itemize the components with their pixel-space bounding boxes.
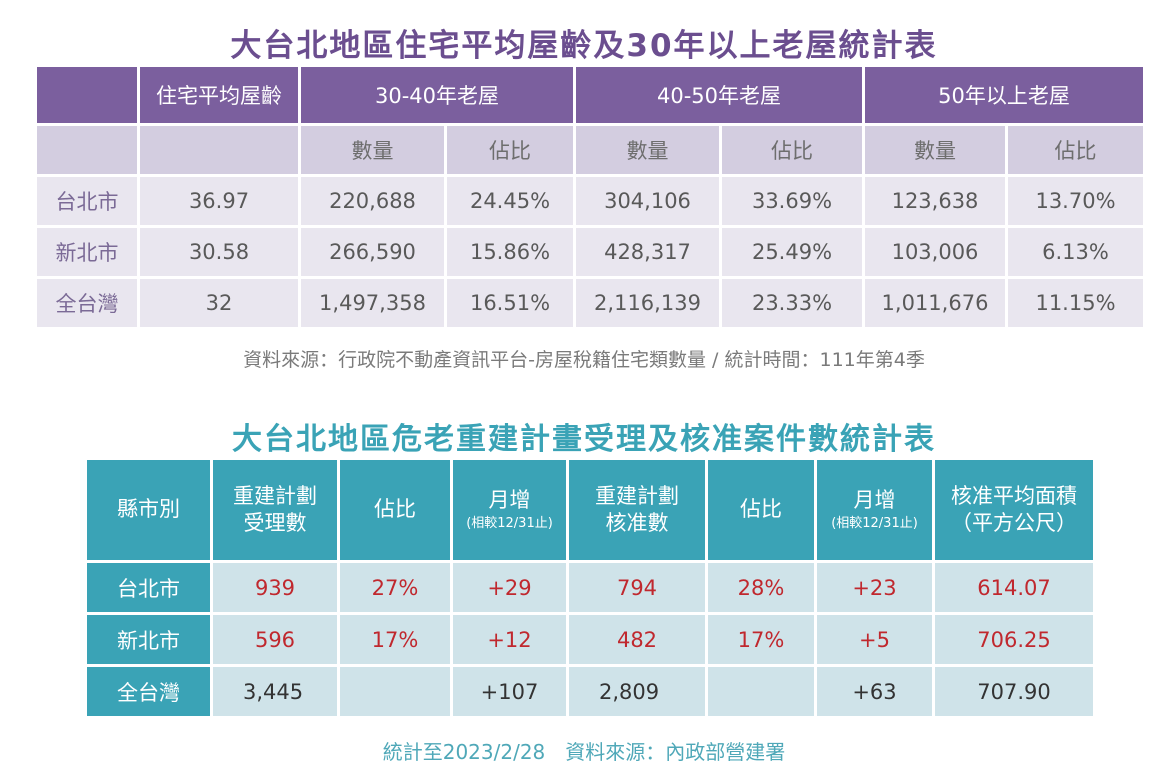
cell-received: 596: [213, 615, 337, 664]
cell-ratio-30-40: 16.51%: [447, 279, 573, 327]
cell-ratio-50-plus: 13.70%: [1008, 177, 1143, 225]
cell-ratio: 17%: [340, 615, 450, 664]
cell-avg-age: 30.58: [140, 228, 298, 276]
cell-count-30-40: 1,497,358: [301, 279, 444, 327]
header-30-40: 30-40年老屋: [301, 67, 573, 123]
cell-ratio: 17%: [708, 615, 814, 664]
header-monthly-line2: (相較12/31止): [466, 516, 553, 532]
header-40-50: 40-50年老屋: [576, 67, 862, 123]
cell-count-40-50: 2,116,139: [576, 279, 719, 327]
table2-title: 大台北地區危老重建計畫受理及核准案件數統計表: [232, 422, 936, 457]
cell-approved: 2,809: [569, 667, 705, 716]
header-avg-age: 住宅平均屋齡: [140, 67, 298, 123]
cell-ratio: 28%: [708, 563, 814, 612]
cell-count-50-plus: 1,011,676: [865, 279, 1005, 327]
table-row: 台北市 36.97 220,688 24.45% 304,106 33.69% …: [37, 177, 1143, 225]
header-50-plus: 50年以上老屋: [865, 67, 1143, 123]
header-monthly-line1: 月增: [488, 487, 531, 512]
table-row: 新北市 30.58 266,590 15.86% 428,317 25.49% …: [37, 228, 1143, 276]
row-city: 新北市: [37, 228, 137, 276]
row-city: 台北市: [87, 563, 210, 612]
subheader-count: 數量: [576, 126, 719, 174]
cell-ratio-40-50: 23.33%: [722, 279, 862, 327]
subheader-ratio: 佔比: [447, 126, 573, 174]
row-city: 全台灣: [37, 279, 137, 327]
table2-header-row: 縣市別 重建計劃 受理數 佔比 月增 (相較12/31止) 重建計劃 核准數 佔…: [87, 460, 1093, 560]
header-received: 重建計劃 受理數: [213, 460, 337, 560]
table-row: 新北市 596 17% +12 482 17% +5 706.25: [87, 615, 1093, 664]
rebuild-plan-table: 縣市別 重建計劃 受理數 佔比 月增 (相較12/31止) 重建計劃 核准數 佔…: [84, 457, 1096, 719]
header-area-line2: （平方公尺）: [951, 511, 1077, 535]
header-approved-line2: 核准數: [605, 511, 669, 535]
subheader-ratio: 佔比: [722, 126, 862, 174]
cell-ratio-30-40: 15.86%: [447, 228, 573, 276]
cell-approved: 482: [569, 615, 705, 664]
cell-area: 707.90: [935, 667, 1093, 716]
subheader-blank: [140, 126, 298, 174]
header-monthly: 月增 (相較12/31止): [453, 460, 566, 560]
table-row: 全台灣 32 1,497,358 16.51% 2,116,139 23.33%…: [37, 279, 1143, 327]
table1-subheader-row: 數量 佔比 數量 佔比 數量 佔比: [37, 126, 1143, 174]
cell-count-40-50: 304,106: [576, 177, 719, 225]
cell-ratio-30-40: 24.45%: [447, 177, 573, 225]
cell-monthly: +29: [453, 563, 566, 612]
header-approved-line1: 重建計劃: [595, 483, 679, 508]
header-received-line1: 重建計劃: [233, 483, 317, 508]
cell-count-30-40: 266,590: [301, 228, 444, 276]
header-area-line1: 核准平均面積: [951, 483, 1077, 508]
house-age-table: 住宅平均屋齡 30-40年老屋 40-50年老屋 50年以上老屋 數量 佔比 數…: [34, 64, 1146, 330]
subheader-count: 數量: [301, 126, 444, 174]
cell-ratio: [340, 667, 450, 716]
cell-monthly: +107: [453, 667, 566, 716]
header-received-line2: 受理數: [243, 511, 307, 535]
cell-area: 614.07: [935, 563, 1093, 612]
cell-count-30-40: 220,688: [301, 177, 444, 225]
table1-title: 大台北地區住宅平均屋齡及30年以上老屋統計表: [230, 28, 938, 64]
header-approved: 重建計劃 核准數: [569, 460, 705, 560]
cell-monthly: +5: [817, 615, 932, 664]
cell-received: 939: [213, 563, 337, 612]
cell-ratio-50-plus: 11.15%: [1008, 279, 1143, 327]
header-blank: [37, 67, 137, 123]
cell-approved: 794: [569, 563, 705, 612]
subheader-count: 數量: [865, 126, 1005, 174]
row-city: 全台灣: [87, 667, 210, 716]
row-city: 新北市: [87, 615, 210, 664]
cell-ratio-50-plus: 6.13%: [1008, 228, 1143, 276]
cell-monthly: +23: [817, 563, 932, 612]
header-city: 縣市別: [87, 460, 210, 560]
header-ratio: 佔比: [708, 460, 814, 560]
table-row: 全台灣 3,445 +107 2,809 +63 707.90: [87, 667, 1093, 716]
cell-ratio-40-50: 33.69%: [722, 177, 862, 225]
cell-ratio: [708, 667, 814, 716]
cell-count-40-50: 428,317: [576, 228, 719, 276]
cell-count-50-plus: 123,638: [865, 177, 1005, 225]
cell-avg-age: 36.97: [140, 177, 298, 225]
cell-received: 3,445: [213, 667, 337, 716]
cell-count-50-plus: 103,006: [865, 228, 1005, 276]
cell-area: 706.25: [935, 615, 1093, 664]
table1-source: 資料來源：行政院不動產資訊平台-房屋稅籍住宅類數量 / 統計時間：111年第4季: [243, 349, 925, 371]
cell-ratio-40-50: 25.49%: [722, 228, 862, 276]
subheader-blank: [37, 126, 137, 174]
table2-source: 統計至2023/2/28 資料來源：內政部營建署: [382, 740, 786, 764]
header-monthly-line2: (相較12/31止): [831, 516, 918, 532]
subheader-ratio: 佔比: [1008, 126, 1143, 174]
cell-avg-age: 32: [140, 279, 298, 327]
header-monthly: 月增 (相較12/31止): [817, 460, 932, 560]
table-row: 台北市 939 27% +29 794 28% +23 614.07: [87, 563, 1093, 612]
header-ratio: 佔比: [340, 460, 450, 560]
cell-monthly: +12: [453, 615, 566, 664]
header-area: 核准平均面積 （平方公尺）: [935, 460, 1093, 560]
table1-header-row: 住宅平均屋齡 30-40年老屋 40-50年老屋 50年以上老屋: [37, 67, 1143, 123]
cell-ratio: 27%: [340, 563, 450, 612]
header-monthly-line1: 月增: [853, 487, 896, 512]
row-city: 台北市: [37, 177, 137, 225]
cell-monthly: +63: [817, 667, 932, 716]
